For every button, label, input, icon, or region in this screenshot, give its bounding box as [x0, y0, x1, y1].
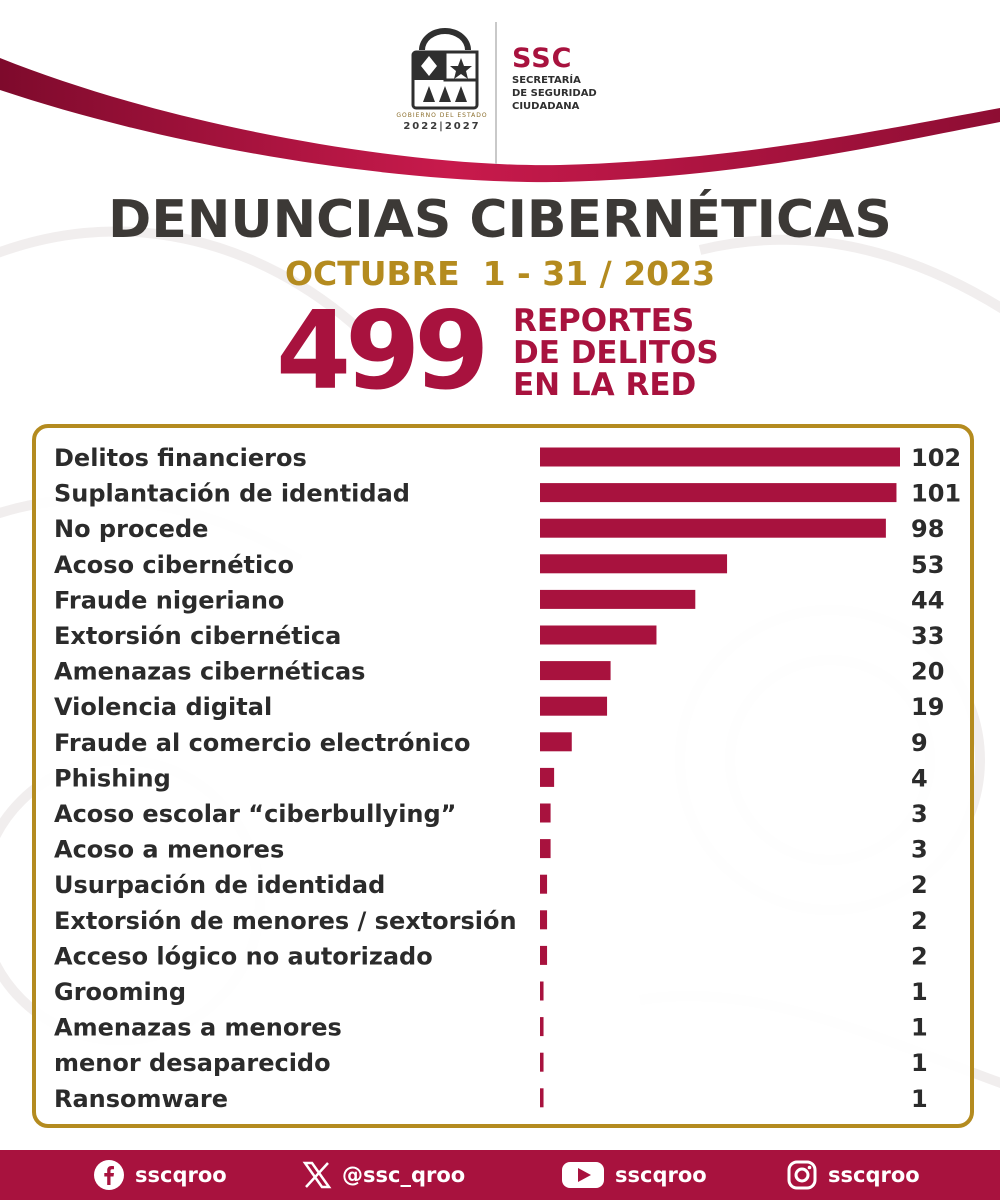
- value-label: 98: [911, 515, 944, 543]
- header-swoosh: [0, 58, 1000, 183]
- logo-years: 2022|2027: [403, 121, 481, 132]
- logo-caption: GOBIERNO DEL ESTADO: [396, 112, 488, 119]
- total-label-line-3: EN LA RED: [513, 367, 697, 403]
- category-label: Grooming: [54, 978, 186, 1006]
- bar: [540, 767, 555, 787]
- bar: [540, 874, 548, 894]
- bar: [540, 1017, 544, 1037]
- youtube-icon: [561, 1160, 605, 1190]
- org-name-line-3: CIUDADANA: [512, 101, 580, 112]
- category-label: Amenazas cibernéticas: [54, 658, 365, 686]
- value-label: 44: [911, 586, 944, 614]
- chart-panel: [32, 424, 974, 1128]
- bar: [540, 518, 886, 538]
- facebook-icon: [93, 1159, 125, 1191]
- category-label: Extorsión cibernética: [54, 622, 341, 650]
- bar: [540, 945, 548, 965]
- category-label: Usurpación de identidad: [54, 871, 385, 899]
- value-label: 3: [911, 836, 928, 864]
- facebook-link[interactable]: sscqroo: [93, 1150, 227, 1200]
- bar: [540, 803, 551, 823]
- category-label: Amenazas a menores: [54, 1014, 342, 1042]
- bar: [540, 981, 544, 1001]
- value-label: 4: [911, 764, 928, 792]
- value-label: 1: [911, 978, 928, 1006]
- category-label: Violencia digital: [54, 693, 272, 721]
- x-icon: [302, 1160, 332, 1190]
- instagram-link[interactable]: sscqroo: [786, 1150, 920, 1200]
- total-reports-number: 499: [276, 289, 489, 414]
- total-label-line-2: DE DELITOS: [513, 335, 719, 371]
- bar: [540, 589, 696, 609]
- value-label: 2: [911, 907, 928, 935]
- total-reports-label: REPORTES DE DELITOS EN LA RED: [513, 305, 719, 401]
- youtube-handle: sscqroo: [615, 1163, 707, 1187]
- bar: [540, 839, 551, 859]
- coat-of-arms-icon: [405, 28, 485, 138]
- category-label: Delitos financieros: [54, 444, 307, 472]
- category-label: Suplantación de identidad: [54, 480, 410, 508]
- category-label: Acoso escolar “ciberbullying”: [54, 800, 456, 828]
- x-link[interactable]: @ssc_qroo: [302, 1150, 465, 1200]
- bar: [540, 910, 548, 930]
- logo-divider: [495, 22, 497, 164]
- youtube-link[interactable]: sscqroo: [561, 1150, 707, 1200]
- value-label: 19: [911, 693, 944, 721]
- value-label: 1: [911, 1049, 928, 1077]
- date-range: OCTUBRE 1 - 31 / 2023: [284, 254, 716, 293]
- bar: [540, 447, 900, 467]
- value-label: 53: [911, 551, 944, 579]
- category-label: menor desaparecido: [54, 1049, 331, 1077]
- x-handle: @ssc_qroo: [342, 1163, 466, 1187]
- facebook-handle: sscqroo: [135, 1163, 227, 1187]
- value-label: 102: [911, 444, 961, 472]
- value-label: 1: [911, 1085, 928, 1113]
- value-label: 20: [911, 658, 944, 686]
- instagram-icon: [786, 1159, 818, 1191]
- category-label: Acceso lógico no autorizado: [54, 942, 433, 970]
- page-title: DENUNCIAS CIBERNÉTICAS: [108, 190, 892, 250]
- bar: [540, 1052, 544, 1072]
- value-label: 9: [911, 729, 928, 757]
- category-label: Phishing: [54, 764, 171, 792]
- bar: [540, 732, 572, 752]
- bar: [540, 661, 611, 681]
- footer-bar: [0, 1150, 1000, 1200]
- org-name-line-2: DE SEGURIDAD: [512, 88, 597, 99]
- category-label: Fraude nigeriano: [54, 586, 284, 614]
- value-label: 101: [911, 480, 961, 508]
- bar: [540, 696, 608, 716]
- bar: [540, 554, 728, 574]
- bar: [540, 1088, 544, 1108]
- total-label-line-1: REPORTES: [513, 303, 695, 339]
- category-label: Acoso a menores: [54, 836, 284, 864]
- value-label: 2: [911, 871, 928, 899]
- category-label: Extorsión de menores / sextorsión: [54, 907, 517, 935]
- org-name-line-1: SECRETARÍA: [512, 75, 581, 86]
- category-label: Fraude al comercio electrónico: [54, 729, 471, 757]
- value-label: 3: [911, 800, 928, 828]
- value-label: 2: [911, 942, 928, 970]
- instagram-handle: sscqroo: [828, 1163, 920, 1187]
- category-label: Ransomware: [54, 1085, 228, 1113]
- value-label: 33: [911, 622, 944, 650]
- bar: [540, 483, 897, 503]
- org-full-name: SECRETARÍA DE SEGURIDAD CIUDADANA: [512, 74, 622, 113]
- bar: [540, 625, 657, 645]
- value-label: 1: [911, 1014, 928, 1042]
- category-label: Acoso cibernético: [54, 551, 294, 579]
- org-short-name: SSC: [512, 43, 573, 74]
- category-label: No procede: [54, 515, 208, 543]
